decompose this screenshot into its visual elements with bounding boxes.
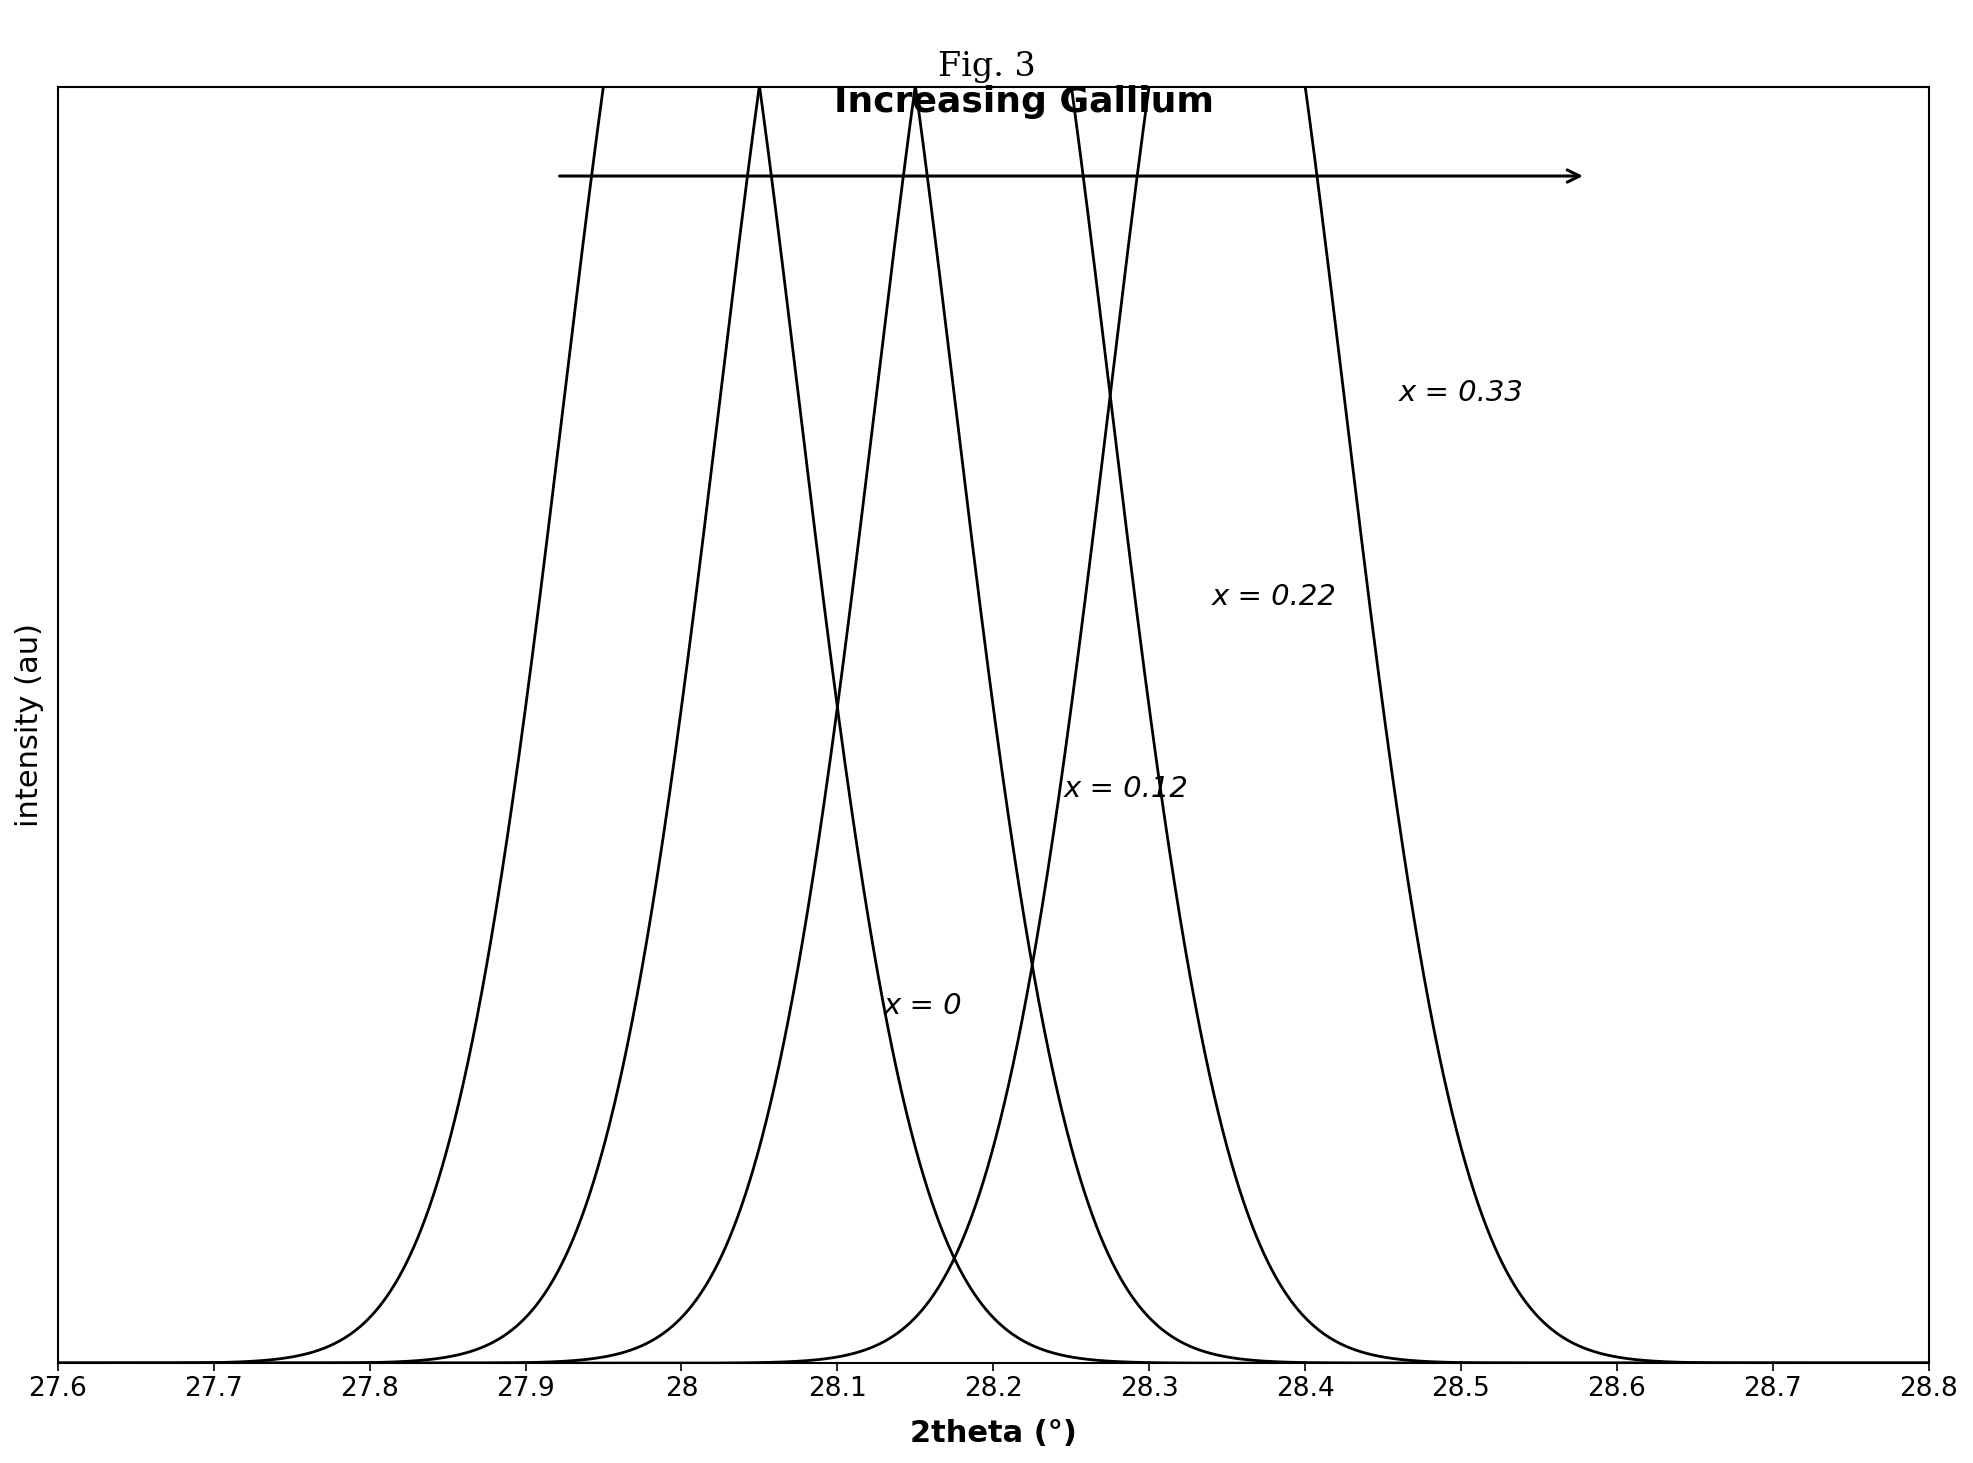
Text: x = 0.12: x = 0.12 <box>1063 775 1188 803</box>
Text: Fig. 3: Fig. 3 <box>937 51 1036 83</box>
Text: x = 0.33: x = 0.33 <box>1399 379 1523 407</box>
Text: x = 0.22: x = 0.22 <box>1211 584 1336 612</box>
Text: x = 0: x = 0 <box>884 992 963 1020</box>
Text: Increasing Gallium: Increasing Gallium <box>835 85 1215 119</box>
Y-axis label: intensity (au): intensity (au) <box>16 623 43 827</box>
X-axis label: 2theta (°): 2theta (°) <box>910 1419 1077 1448</box>
